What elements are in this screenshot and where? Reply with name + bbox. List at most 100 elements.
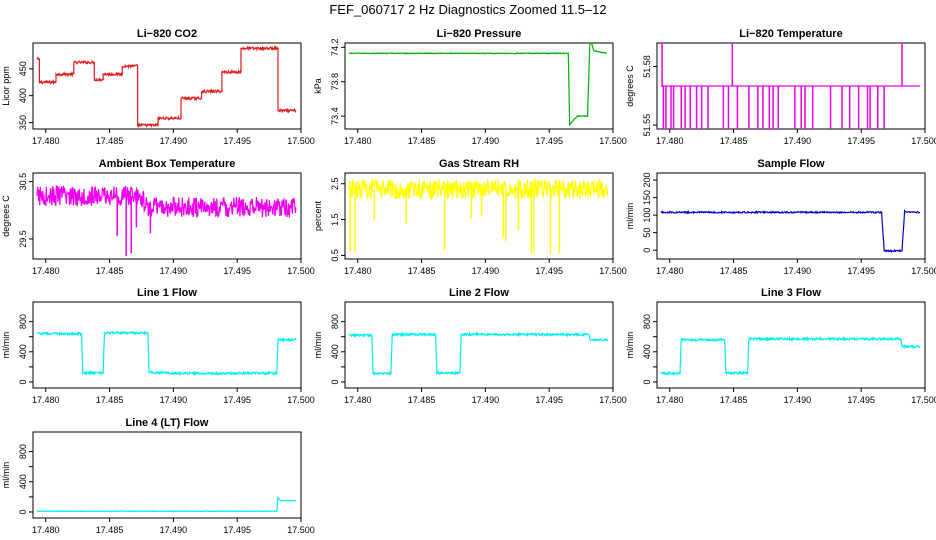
panel-title: Gas Stream RH: [439, 158, 519, 170]
panel-title: Line 3 Flow: [761, 287, 821, 299]
y-tick-label: 400: [18, 474, 28, 489]
y-tick-label: 0: [18, 379, 28, 384]
x-tick-label: 17.480: [344, 136, 372, 146]
x-tick-label: 17.490: [784, 266, 812, 276]
plot-frame: [344, 42, 614, 130]
x-tick-label: 17.500: [287, 136, 315, 146]
y-tick-label: 30.5: [18, 173, 28, 191]
y-tick-label: 0: [18, 509, 28, 514]
y-axis-label: ml/min: [625, 203, 635, 230]
x-tick-label: 17.500: [599, 266, 627, 276]
x-tick-label: 17.495: [223, 525, 251, 535]
chart-panel: Line 4 (LT) Flow ml/min 17.480 17.485 17.490…: [1, 417, 315, 535]
x-tick-label: 17.480: [344, 266, 372, 276]
plot-frame: [656, 172, 926, 260]
chart-panel: Li−820 Pressure kPa 17.480 17.485 17.490 17.4…: [313, 28, 627, 146]
x-tick-label: 17.500: [287, 266, 315, 276]
x-tick-label: 17.500: [911, 395, 936, 405]
series-group: [660, 335, 921, 376]
y-tick-label: 0: [642, 248, 652, 253]
x-tick-label: 17.490: [472, 266, 500, 276]
figure-title: FEF_060717 2 Hz Diagnostics Zoomed 11.5–…: [329, 2, 606, 17]
x-tick-label: 17.495: [847, 136, 875, 146]
y-axis-label: degrees C: [1, 195, 11, 237]
chart-panel: Sample Flow ml/min 17.480 17.485 17.490 17.49…: [625, 158, 936, 276]
y-tick-label: 29.5: [18, 230, 28, 248]
x-tick-label: 17.500: [599, 136, 627, 146]
y-axis-label: ml/min: [313, 332, 323, 359]
plot-frame: [32, 172, 302, 260]
x-tick-label: 17.485: [96, 266, 124, 276]
series-line: [36, 44, 297, 129]
y-tick-label: 800: [18, 444, 28, 459]
plot-frame: [32, 301, 302, 389]
chart-panel: Ambient Box Temperature degrees C 17.480 17…: [1, 158, 315, 276]
series-group: [36, 496, 297, 513]
y-axis-label: ml/min: [1, 332, 11, 359]
panel-title: Line 1 Flow: [137, 287, 197, 299]
series-group: [660, 208, 921, 253]
x-tick-label: 17.480: [32, 525, 60, 535]
x-tick-label: 17.490: [160, 525, 188, 535]
x-tick-label: 17.480: [656, 266, 684, 276]
series-line: [348, 178, 609, 201]
y-tick-label: 800: [18, 314, 28, 329]
y-tick-label: 51.55: [642, 114, 652, 137]
series-line: [660, 208, 921, 253]
y-axis-label: Licor ppm: [1, 66, 11, 106]
series-group: [348, 178, 609, 254]
y-tick-label: 350: [18, 115, 28, 130]
chart-panel: Line 2 Flow ml/min 17.480 17.485 17.490 17.49…: [313, 287, 627, 405]
chart-panel: Line 1 Flow ml/min 17.480 17.485 17.490 17.49…: [1, 287, 315, 405]
y-tick-label: 73.4: [330, 107, 340, 125]
series-line: [36, 184, 297, 218]
y-tick-label: 400: [18, 344, 28, 359]
x-tick-label: 17.480: [32, 266, 60, 276]
x-tick-label: 17.490: [160, 136, 188, 146]
series-line: [660, 335, 921, 376]
y-tick-label: 800: [330, 314, 340, 329]
plot-frame: [656, 301, 926, 389]
y-axis-label: kPa: [313, 78, 323, 94]
y-axis-label: ml/min: [625, 332, 635, 359]
x-tick-label: 17.500: [911, 266, 936, 276]
y-tick-label: 51.58: [642, 55, 652, 78]
x-tick-label: 17.495: [223, 136, 251, 146]
x-tick-label: 17.485: [96, 136, 124, 146]
series-group: [36, 44, 297, 129]
x-tick-label: 17.480: [656, 395, 684, 405]
series-group: [660, 43, 920, 129]
y-tick-label: 100: [642, 208, 652, 223]
x-tick-label: 17.500: [287, 395, 315, 405]
chart-panels: Li−820 CO2 Licor ppm 17.480 17.485 17.490 17.…: [1, 28, 936, 535]
series-group: [36, 330, 297, 377]
y-tick-label: 0.5: [330, 249, 340, 262]
y-tick-label: 1.5: [330, 213, 340, 226]
x-tick-label: 17.490: [784, 136, 812, 146]
y-tick-label: 800: [642, 314, 652, 329]
x-tick-label: 17.495: [535, 266, 563, 276]
y-tick-label: 400: [18, 88, 28, 103]
x-tick-label: 17.480: [344, 395, 372, 405]
x-tick-label: 17.485: [408, 136, 436, 146]
x-tick-label: 17.485: [96, 395, 124, 405]
x-tick-label: 17.485: [408, 395, 436, 405]
x-tick-label: 17.500: [287, 525, 315, 535]
chart-panel: Li−820 CO2 Licor ppm 17.480 17.485 17.490 17.…: [1, 28, 315, 146]
plot-frame: [32, 431, 302, 519]
x-tick-label: 17.480: [32, 395, 60, 405]
y-tick-label: 74.2: [330, 39, 340, 57]
y-tick-label: 150: [642, 190, 652, 205]
plot-frame: [344, 172, 614, 260]
series-group: [36, 184, 297, 257]
panel-title: Li−820 CO2: [137, 28, 197, 40]
series-line: [36, 330, 297, 377]
panel-title: Sample Flow: [757, 158, 825, 170]
x-tick-label: 17.495: [223, 395, 251, 405]
chart-panel: Li−820 Temperature degrees C 17.480 17.485 1…: [625, 28, 936, 146]
y-tick-label: 73.8: [330, 73, 340, 91]
y-tick-label: 200: [642, 173, 652, 188]
panel-title: Ambient Box Temperature: [99, 158, 236, 170]
panel-title: Line 2 Flow: [449, 287, 509, 299]
